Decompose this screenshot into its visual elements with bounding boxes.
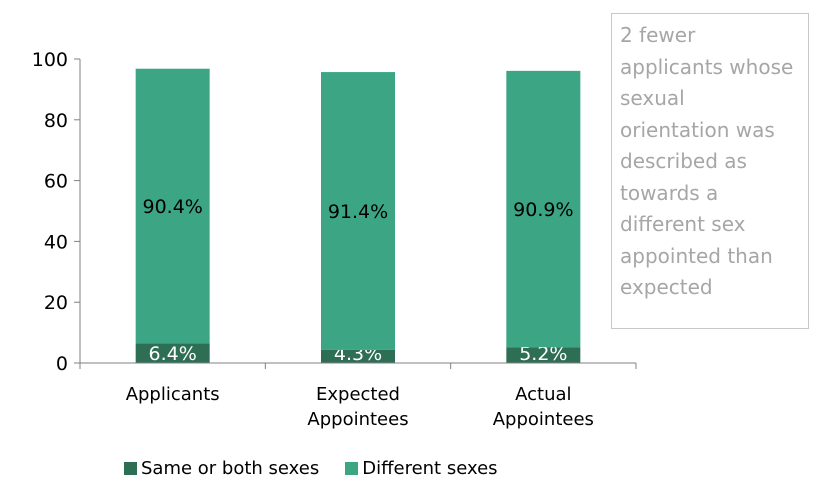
annotation-line: different sex	[620, 212, 746, 236]
x-category-label-line: Appointees	[307, 409, 408, 430]
x-category-label: Expected Appointees	[307, 384, 408, 430]
y-axis: 0 20 40 60 80 100	[32, 49, 81, 375]
annotation-line: sexual	[620, 86, 685, 110]
annotation-line: towards a	[620, 180, 719, 205]
y-tick-label: 60	[44, 171, 68, 193]
data-label: 90.4%	[142, 196, 202, 218]
annotation-box: 2 fewer applicants whose sexual orientat…	[611, 13, 809, 329]
annotation-line: applicants whose	[620, 54, 794, 79]
y-tick-label: 0	[56, 353, 68, 375]
data-label: 90.9%	[513, 199, 573, 221]
legend-label-different-sexes: Different sexes	[362, 458, 498, 479]
annotation-line: described as	[620, 149, 747, 173]
bar-segment-different-sexes	[135, 68, 210, 344]
legend-swatch-different-sexes	[345, 462, 359, 475]
annotation-line: expected	[620, 275, 713, 299]
x-category-label-line: Actual	[515, 384, 571, 405]
bar-segment-same-or-both-sexes	[506, 347, 581, 363]
data-label: 5.2%	[519, 343, 567, 365]
legend-swatch-same-or-both-sexes	[124, 462, 137, 475]
data-label: 91.4%	[328, 201, 388, 223]
bars: 6.4%90.4%4.3%91.4%5.2%90.9%	[135, 68, 581, 365]
y-tick-label: 100	[32, 49, 68, 71]
bar-segment-same-or-both-sexes	[135, 343, 210, 363]
y-tick-label: 80	[44, 110, 68, 132]
legend-label-same-or-both-sexes: Same or both sexes	[141, 458, 320, 479]
x-category-label-line: Appointees	[493, 409, 594, 430]
bar-segment-different-sexes	[506, 70, 581, 348]
y-tick-label: 40	[44, 231, 68, 253]
x-category-label: Actual Appointees	[493, 384, 594, 430]
x-category-label-line: Expected	[316, 384, 400, 405]
legend-item-different-sexes: Different sexes	[345, 458, 498, 479]
x-category-label-line: Applicants	[126, 384, 220, 405]
x-axis: Applicants Expected Appointees Actual Appoin…	[79, 362, 637, 430]
y-tick-label: 20	[44, 292, 68, 314]
annotation-line: orientation was	[620, 117, 775, 142]
bar-segment-same-or-both-sexes	[321, 349, 395, 363]
x-category-label: Applicants	[126, 384, 220, 405]
bar-segment-different-sexes	[321, 72, 395, 350]
annotation-line: 2 fewer	[620, 23, 696, 47]
data-label: 6.4%	[149, 343, 197, 365]
legend-item-same-or-both-sexes: Same or both sexes	[124, 458, 319, 479]
legend: Same or both sexes Different sexes	[124, 458, 498, 479]
annotation-line: appointed than	[620, 243, 773, 268]
